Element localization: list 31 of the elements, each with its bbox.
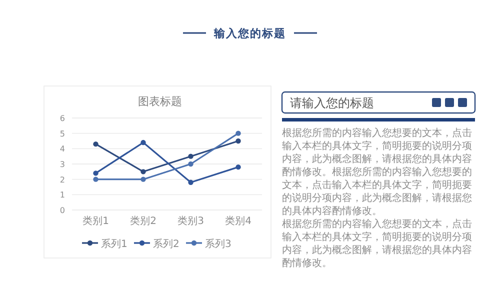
point — [188, 154, 194, 159]
legend-label: 系列3 — [205, 238, 232, 250]
y-tick-label: 5 — [60, 129, 65, 138]
point — [236, 130, 241, 136]
point — [93, 176, 98, 182]
point — [236, 138, 241, 144]
point — [140, 169, 146, 174]
point — [236, 164, 241, 170]
text: 根据您所需的内容输入您想要的文本，点击输入本栏的具体文字，简明扼要的说明分项内容，此为概念图解，请根据您的具体内容酌情修改。根据您所需的内容输入您想要的文本，点击输入本栏的具体文字，简明扼要的说明分项内容，此为概念图解，请根据您的具体内容酌情修改。 — [282, 127, 473, 218]
point — [140, 140, 146, 146]
text: 根据您所需的内容输入您想要的文本，点击输入本栏的具体文字，简明扼要的说明分项内容，此为概念图解，请根据您的具体内容酌情修改。 — [282, 218, 473, 270]
point — [93, 170, 98, 176]
point — [188, 161, 194, 167]
y-tick-label: 2 — [60, 175, 65, 184]
y-tick-label: 0 — [60, 206, 65, 215]
point — [188, 180, 194, 185]
text: 输入您的标题 — [213, 27, 286, 40]
x-tick-label: 类别4 — [225, 215, 252, 227]
y-tick-label: 3 — [60, 160, 65, 169]
x-tick-label: 类别2 — [130, 215, 156, 227]
x-tick-label: 类别3 — [178, 215, 204, 227]
chart-title: 图表标题 — [138, 95, 182, 108]
legend-label: 系列2 — [153, 238, 180, 250]
point — [140, 176, 146, 182]
x-tick-label: 类别1 — [82, 215, 109, 227]
point — [93, 141, 98, 147]
y-tick-label: 4 — [60, 144, 65, 154]
legend-label: 系列1 — [101, 238, 128, 250]
y-tick-label: 6 — [60, 114, 65, 123]
y-tick-label: 1 — [60, 190, 65, 200]
text: 请输入您的标题 — [290, 96, 374, 110]
